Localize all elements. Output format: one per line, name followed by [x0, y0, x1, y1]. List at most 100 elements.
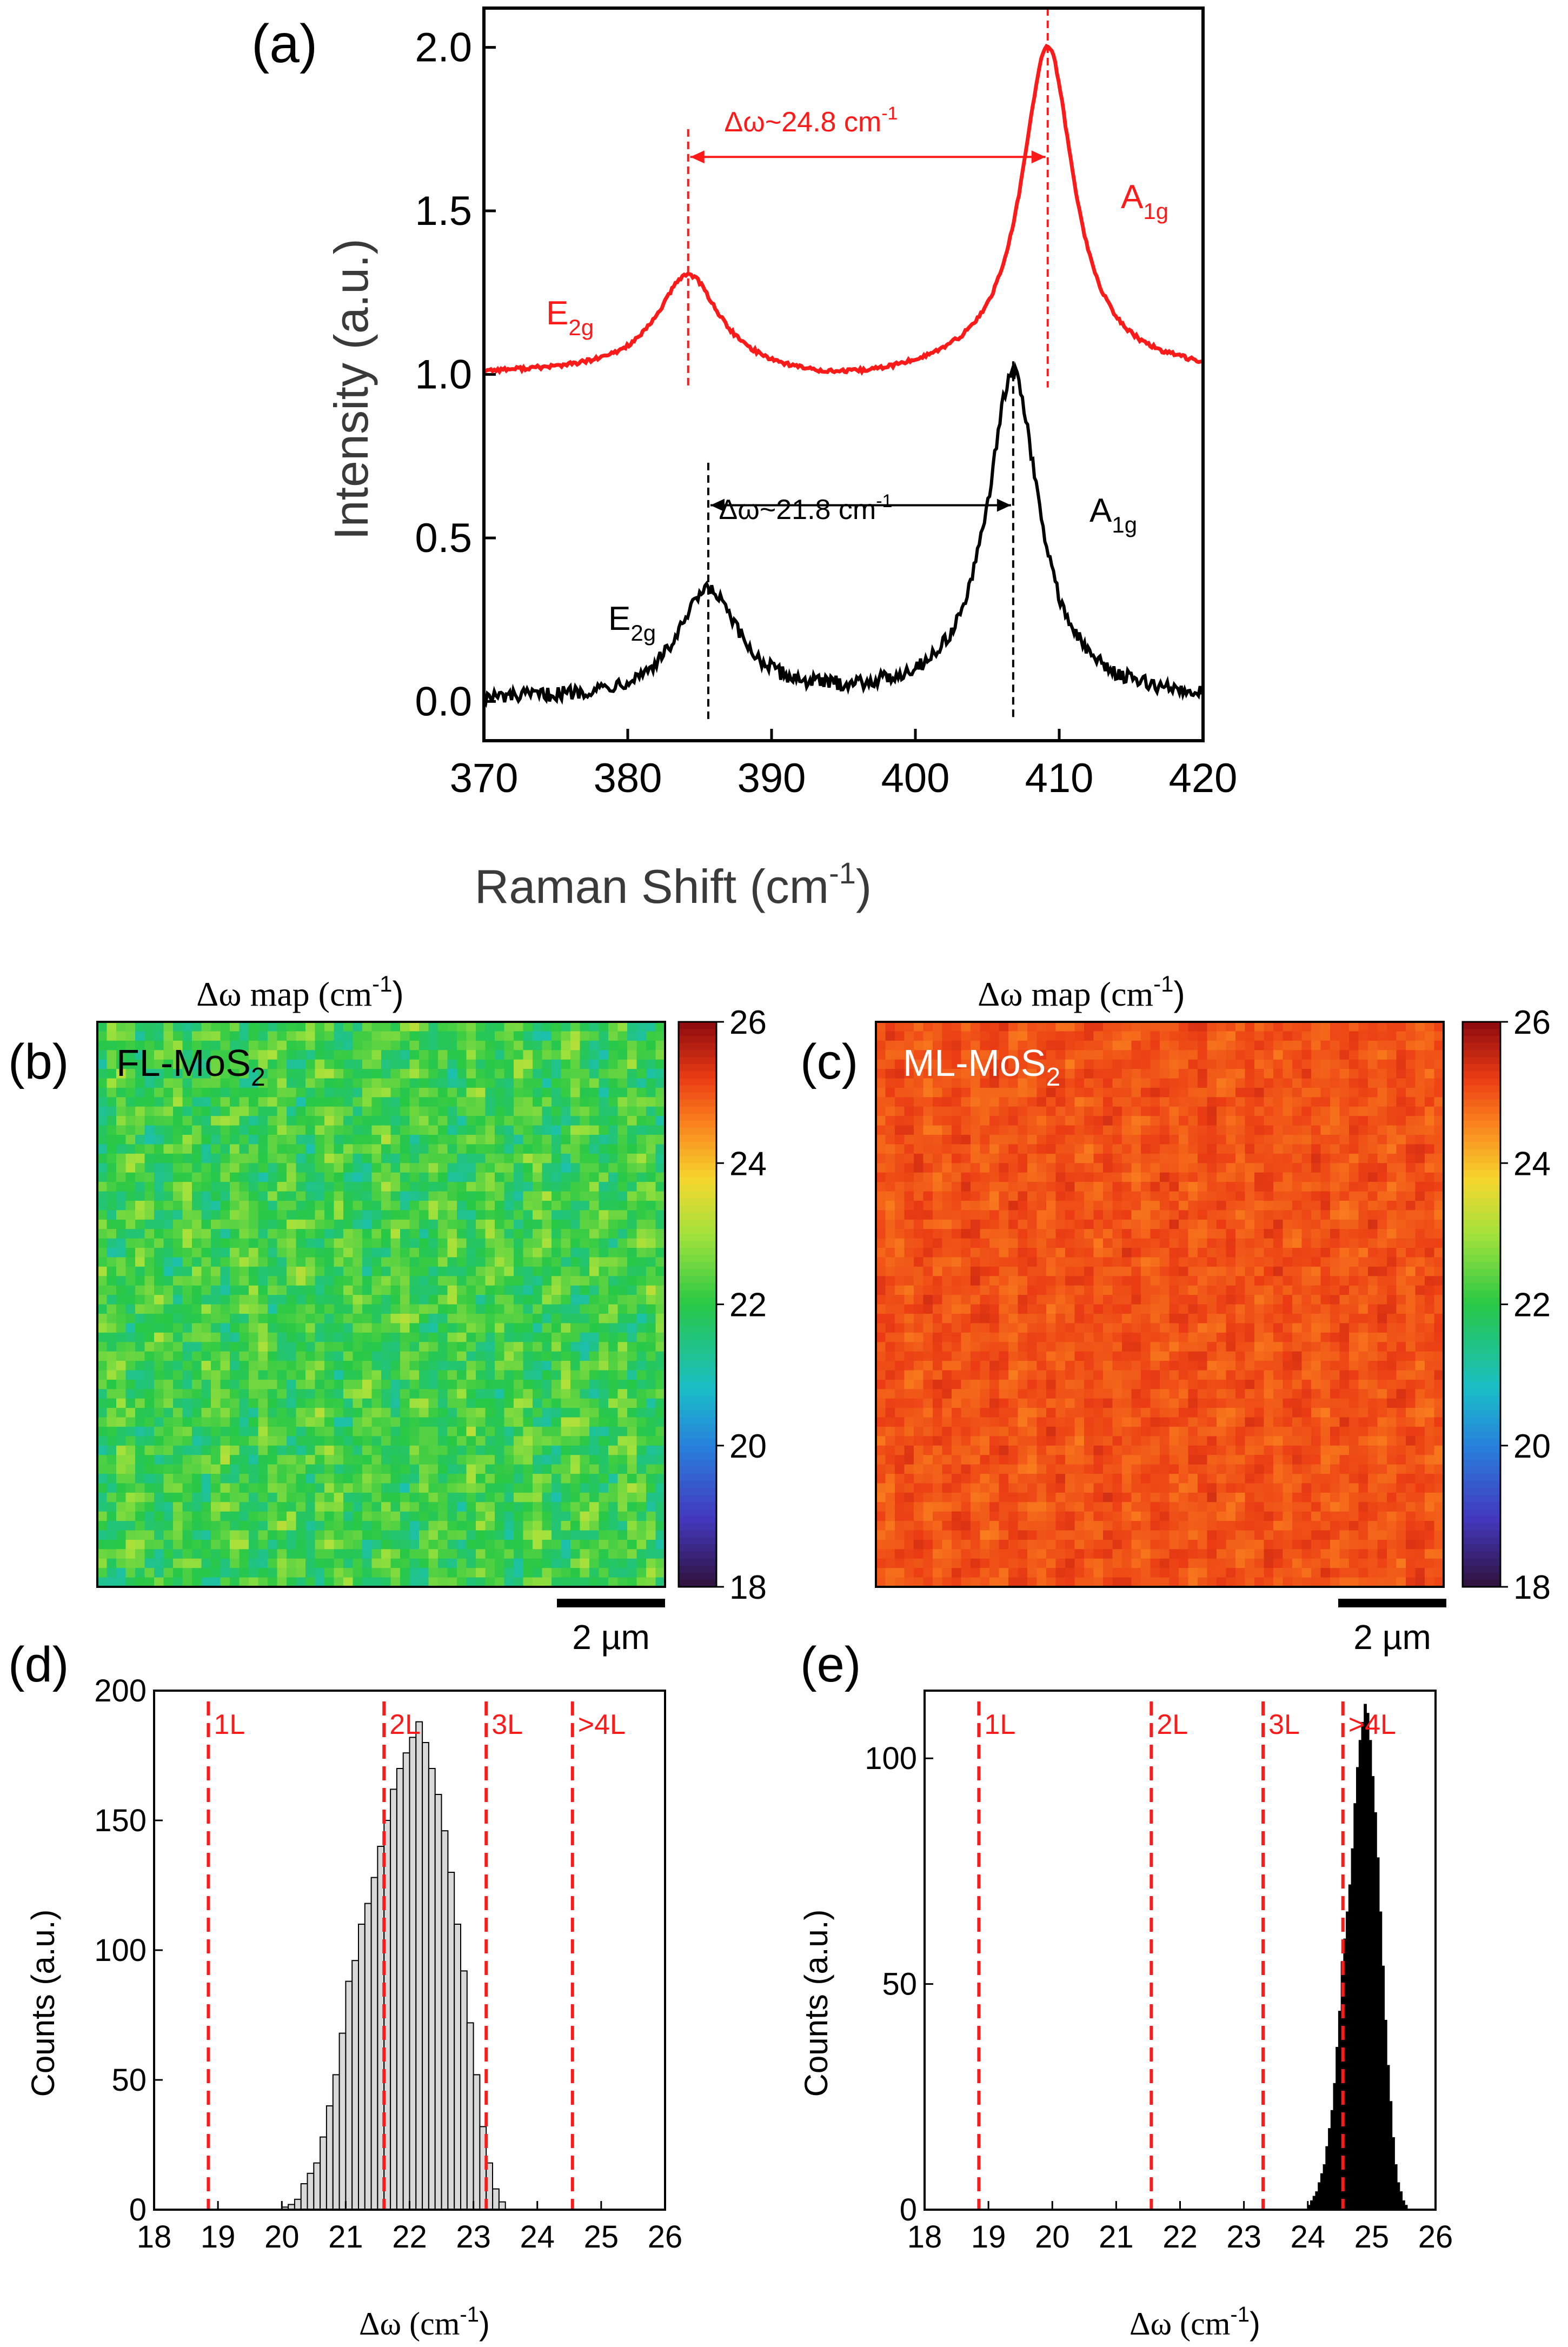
heatmap-cell	[989, 1144, 1000, 1154]
heatmap-cell	[258, 1257, 268, 1267]
heatmap-cell	[249, 1342, 259, 1352]
heatmap-cell	[457, 1530, 467, 1540]
heatmap-cell	[1037, 1031, 1047, 1041]
heatmap-cell	[514, 1040, 524, 1051]
heatmap-cell	[608, 1304, 619, 1314]
heatmap-cell	[589, 1568, 600, 1578]
heatmap-cell	[617, 1031, 628, 1041]
colorbar-step	[679, 1248, 716, 1256]
heatmap-cell	[353, 1426, 363, 1437]
heatmap-cell	[154, 1483, 164, 1493]
delta-arrow-head-left	[710, 498, 725, 512]
heatmap-cell	[561, 1172, 571, 1182]
heatmap-cell	[409, 1078, 420, 1088]
heatmap-cell	[97, 1135, 108, 1145]
heatmap-cell	[182, 1323, 192, 1333]
heatmap-cell	[192, 1492, 202, 1502]
heatmap-cell	[876, 1398, 886, 1408]
heatmap-cell	[362, 1577, 373, 1587]
heatmap-cell	[961, 1464, 971, 1474]
heatmap-cell	[230, 1059, 240, 1069]
heatmap-cell	[409, 1031, 420, 1041]
heatmap-cell	[933, 1351, 943, 1361]
panel-a-ytick-label: 2.0	[415, 25, 472, 71]
heatmap-cell	[942, 1389, 952, 1399]
heatmap-cell	[1046, 1455, 1057, 1465]
heatmap-cell	[952, 1125, 962, 1135]
heatmap-cell	[287, 1182, 297, 1192]
heatmap-cell	[97, 1125, 108, 1135]
heatmap-cell	[961, 1332, 971, 1342]
heatmap-cell	[485, 1050, 495, 1060]
heatmap-cell	[552, 1577, 562, 1587]
heatmap-cell	[154, 1248, 164, 1258]
panel-a-xlabel-sup: -1	[829, 856, 856, 890]
heatmap-cell	[589, 1436, 600, 1446]
heatmap-cell	[400, 1530, 410, 1540]
heatmap-cell	[636, 1511, 647, 1521]
heatmap-cell	[636, 1370, 647, 1380]
heatmap-cell	[514, 1539, 524, 1550]
heatmap-cell	[542, 1351, 552, 1361]
heatmap-cell	[334, 1558, 344, 1568]
heatmap-cell	[1037, 1332, 1047, 1342]
heatmap-cell	[163, 1078, 174, 1088]
heatmap-cell	[523, 1229, 533, 1239]
heatmap-cell	[627, 1069, 637, 1079]
heatmap-cell	[343, 1238, 354, 1248]
heatmap-cell	[371, 1332, 382, 1342]
heatmap-cell	[287, 1219, 297, 1229]
heatmap-cell	[542, 1370, 552, 1380]
heatmap-cell	[885, 1577, 895, 1587]
heatmap-cell	[192, 1445, 202, 1455]
heatmap-cell	[952, 1408, 962, 1418]
heatmap-cell	[655, 1417, 666, 1427]
heatmap-cell	[362, 1502, 373, 1512]
heatmap-cell	[904, 1078, 914, 1088]
heatmap-cell	[495, 1040, 505, 1051]
heatmap-cell	[239, 1361, 249, 1371]
heatmap-cell	[315, 1285, 325, 1295]
heatmap-cell	[533, 1144, 543, 1154]
heatmap-cell	[249, 1285, 259, 1295]
heatmap-cell	[485, 1379, 495, 1389]
heatmap-cell	[942, 1219, 952, 1229]
heatmap-cell	[211, 1276, 221, 1286]
heatmap-cell	[154, 1436, 164, 1446]
heatmap-cell	[154, 1229, 164, 1239]
heatmap-cell	[1046, 1464, 1057, 1474]
heatmap-cell	[504, 1549, 514, 1559]
heatmap-cell	[258, 1351, 268, 1361]
heatmap-cell	[144, 1219, 155, 1229]
heatmap-cell	[381, 1521, 391, 1531]
heatmap-cell	[107, 1191, 117, 1201]
heatmap-cell	[542, 1172, 552, 1182]
colorbar-step	[679, 1565, 716, 1573]
heatmap-cell	[904, 1116, 914, 1126]
heatmap-cell	[400, 1266, 410, 1276]
heatmap-cell	[952, 1248, 962, 1258]
heatmap-cell	[971, 1511, 981, 1521]
heatmap-cell	[961, 1511, 971, 1521]
heatmap-cell	[542, 1304, 552, 1314]
heatmap-cell	[466, 1125, 476, 1135]
heatmap-cell	[1027, 1323, 1038, 1333]
heatmap-cell	[599, 1022, 609, 1032]
heatmap-cell	[135, 1295, 145, 1305]
heatmap-cell	[914, 1332, 924, 1342]
heatmap-cell	[353, 1295, 363, 1305]
heatmap-cell	[343, 1342, 354, 1352]
heatmap-cell	[353, 1521, 363, 1531]
heatmap-cell	[627, 1200, 637, 1211]
heatmap-cell	[268, 1464, 278, 1474]
heatmap-cell	[1046, 1229, 1057, 1239]
heatmap-cell	[268, 1474, 278, 1484]
heatmap-cell	[400, 1351, 410, 1361]
heatmap-cell	[542, 1502, 552, 1512]
heatmap-cell	[980, 1511, 990, 1521]
heatmap-cell	[343, 1483, 354, 1493]
heatmap-cell	[999, 1445, 1009, 1455]
heatmap-cell	[942, 1097, 952, 1107]
heatmap-cell	[627, 1040, 637, 1051]
heatmap-cell	[504, 1191, 514, 1201]
